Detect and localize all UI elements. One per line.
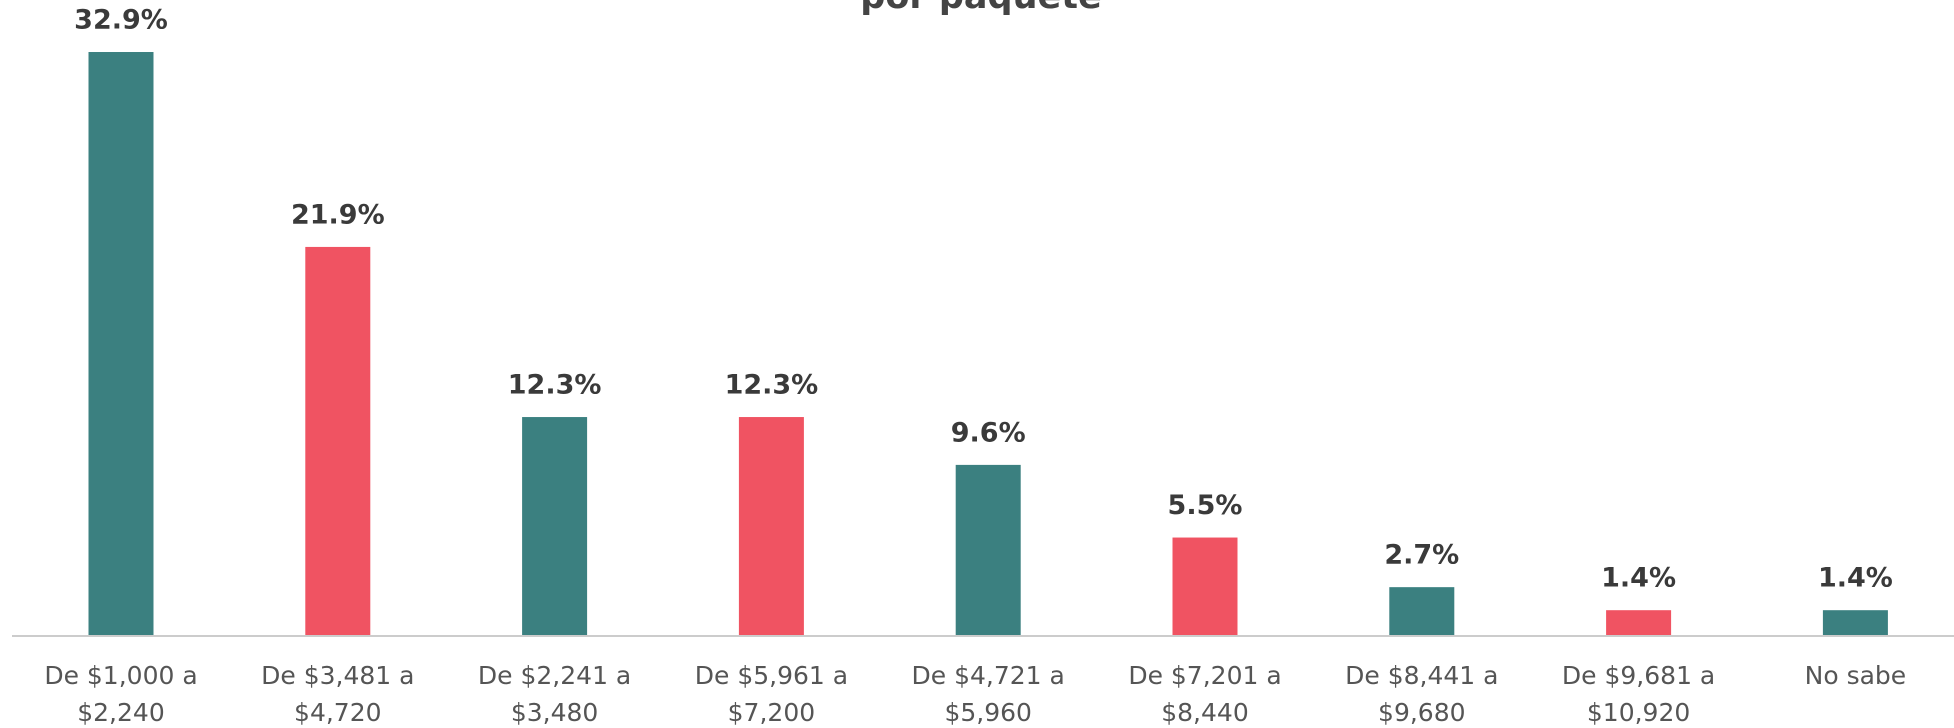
x-tick-label: $4,720 [294,698,381,727]
x-tick-label: $10,920 [1587,698,1690,727]
x-tick-label: De $2,241 a [478,661,631,690]
x-tick-label: De $9,681 a [1562,661,1715,690]
bar [955,464,1021,635]
value-label: 1.4% [1601,563,1676,594]
x-tick-label: De $5,961 a [695,661,848,690]
value-label: 2.7% [1384,540,1459,571]
bar [1822,610,1888,635]
value-label: 21.9% [291,199,385,230]
x-tick-label: No sabe [1805,661,1907,690]
value-label: 9.6% [951,417,1026,448]
chart-title: por paquete [860,0,1101,17]
x-tick-label: $5,960 [944,698,1031,727]
bar [1389,587,1455,635]
bar [305,246,371,635]
bar [1606,610,1672,635]
value-label: 12.3% [725,370,819,401]
x-tick-label: De $7,201 a [1128,661,1281,690]
bar [88,52,154,635]
x-tick-label: $2,240 [77,698,164,727]
x-tick-label: $7,200 [728,698,815,727]
bar [738,417,804,635]
value-label: 1.4% [1818,563,1893,594]
x-tick-label: De $1,000 a [44,661,197,690]
bar [1172,537,1238,635]
x-tick-label: De $8,441 a [1345,661,1498,690]
value-label: 32.9% [74,5,168,36]
bar [522,417,588,635]
x-tick-label: $9,680 [1378,698,1465,727]
x-tick-label: De $3,481 a [261,661,414,690]
x-tick-label: De $4,721 a [912,661,1065,690]
value-label: 12.3% [508,370,602,401]
x-tick-label: $3,480 [511,698,598,727]
x-tick-label: $8,440 [1161,698,1248,727]
value-label: 5.5% [1168,490,1243,521]
